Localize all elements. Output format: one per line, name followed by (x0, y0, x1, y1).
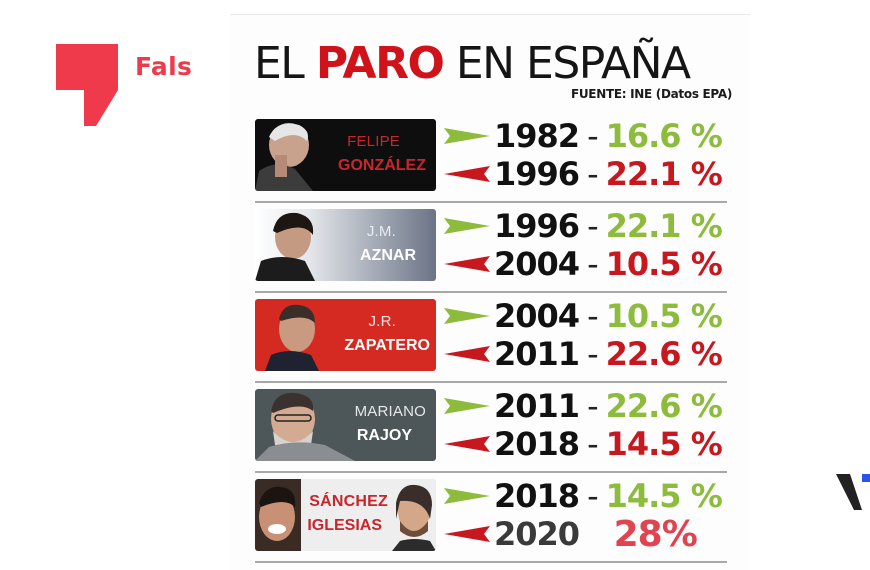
enter-arrow-icon (444, 128, 490, 144)
president-card: J.R. ZAPATERO (255, 299, 436, 371)
enter-arrow-icon (444, 488, 490, 504)
separator: - (587, 477, 599, 515)
first-name: SÁNCHEZ (309, 493, 388, 510)
enter-line: 1996-22.1 % (444, 207, 723, 245)
brand-logo (56, 44, 118, 126)
exit-year: 2020 (494, 515, 580, 553)
enter-year: 2018 (494, 477, 580, 515)
first-name: J.R. (368, 313, 396, 330)
exit-year: 2011 (494, 335, 580, 373)
last-name: IGLESIAS (307, 517, 382, 534)
president-row-zapatero: J.R. ZAPATERO 2004-10.5 % 2011-22.6 % (255, 295, 727, 383)
enter-line: 2004-10.5 % (444, 297, 723, 335)
enter-year: 1996 (494, 207, 580, 245)
exit-year: 2018 (494, 425, 580, 463)
exit-line: 2004-10.5 % (444, 245, 723, 283)
exit-line: 2011-22.6 % (444, 335, 723, 373)
separator: - (587, 387, 599, 425)
enter-arrow-icon (444, 308, 490, 324)
president-card: MARIANO RAJOY (255, 389, 436, 461)
title-prefix: EL (254, 38, 316, 89)
separator: - (587, 297, 599, 335)
separator: - (587, 155, 599, 193)
separator: - (587, 207, 599, 245)
infographic-title: EL PARO EN ESPAÑA (254, 38, 691, 89)
exit-rate: 28% (613, 513, 698, 555)
brand-label: Fals (135, 52, 193, 81)
infographic-panel: EL PARO EN ESPAÑA FUENTE: INE (Datos EPA… (230, 14, 750, 570)
portrait-icon (255, 392, 355, 461)
separator: - (587, 335, 599, 373)
president-card: FELIPE GONZÁLEZ (255, 119, 436, 191)
exit-line: 2020-28% (444, 513, 698, 555)
president-row-sanchez-iglesias: SÁNCHEZ IGLESIAS 2018-14.5 % 2020-28% (255, 475, 727, 563)
row-divider (255, 471, 727, 473)
president-card: SÁNCHEZ IGLESIAS (255, 479, 436, 551)
exit-year: 2004 (494, 245, 580, 283)
president-row-rajoy: MARIANO RAJOY 2011-22.6 % 2018-14.5 % (255, 385, 727, 473)
row-divider (255, 291, 727, 293)
portrait-icon (255, 123, 313, 191)
enter-line: 2018-14.5 % (444, 477, 723, 515)
exit-arrow-icon (444, 526, 490, 542)
row-divider (255, 201, 727, 203)
separator: - (587, 425, 599, 463)
president-row-aznar: J.M. AZNAR 1996-22.1 % 2004-10.5 % (255, 205, 727, 293)
portrait-icon (265, 304, 319, 371)
title-highlight: PARO (315, 38, 445, 89)
president-card: J.M. AZNAR (255, 209, 436, 281)
enter-year: 1982 (494, 117, 580, 155)
separator: - (587, 245, 599, 283)
enter-rate: 22.6 % (605, 387, 723, 425)
enter-year: 2011 (494, 387, 580, 425)
enter-line: 2011-22.6 % (444, 387, 723, 425)
first-name: FELIPE (347, 133, 400, 150)
exit-rate: 10.5 % (605, 245, 723, 283)
exit-line: 1996-22.1 % (444, 155, 723, 193)
source-note: FUENTE: INE (Datos EPA) (570, 87, 732, 101)
last-name: ZAPATERO (344, 337, 430, 354)
row-divider (255, 381, 727, 383)
portrait-sanchez-icon (255, 479, 301, 551)
enter-rate: 22.1 % (605, 207, 723, 245)
exit-line: 2018-14.5 % (444, 425, 723, 463)
last-name: RAJOY (356, 427, 412, 444)
enter-arrow-icon (444, 218, 490, 234)
row-divider (255, 561, 727, 563)
portrait-iglesias-icon (392, 484, 436, 551)
title-suffix: EN ESPAÑA (443, 38, 691, 89)
exit-rate: 22.1 % (605, 155, 723, 193)
president-row-gonzalez: FELIPE GONZÁLEZ 1982-16.6 % 1996-22.1 % (255, 115, 727, 203)
enter-year: 2004 (494, 297, 580, 335)
exit-year: 1996 (494, 155, 580, 193)
exit-arrow-icon (444, 346, 490, 362)
enter-rate: 14.5 % (605, 477, 723, 515)
exit-arrow-icon (444, 436, 490, 452)
first-name: MARIANO (354, 403, 426, 420)
enter-rate: 10.5 % (605, 297, 723, 335)
separator: - (587, 117, 599, 155)
enter-arrow-icon (444, 398, 490, 414)
exit-rate: 14.5 % (605, 425, 723, 463)
v-logo-icon (836, 474, 870, 510)
last-name: GONZÁLEZ (338, 157, 426, 174)
enter-rate: 16.6 % (605, 117, 723, 155)
enter-line: 1982-16.6 % (444, 117, 723, 155)
partner-logo-fragment (836, 470, 870, 519)
quote-mark-icon (56, 44, 118, 126)
exit-rate: 22.6 % (605, 335, 723, 373)
exit-arrow-icon (444, 256, 490, 272)
last-name: AZNAR (360, 247, 416, 264)
portrait-icon (255, 212, 315, 281)
first-name: J.M. (366, 223, 396, 240)
exit-arrow-icon (444, 166, 490, 182)
